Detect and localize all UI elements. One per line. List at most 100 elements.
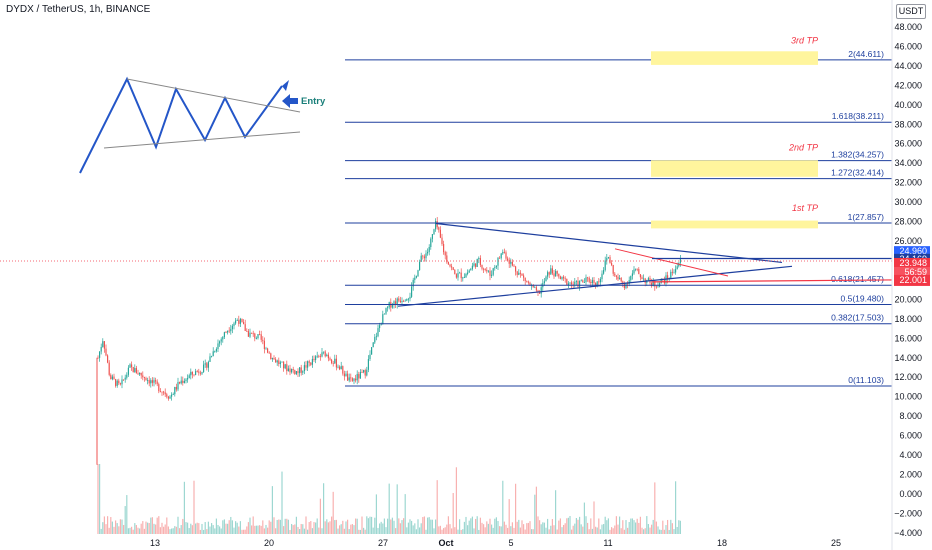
volume-bar (259, 525, 261, 534)
volume-bar (566, 518, 568, 534)
volume-bar (326, 519, 328, 534)
candle-body (484, 269, 486, 270)
volume-bar (164, 524, 166, 534)
candle-body (135, 368, 137, 374)
volume-bar (241, 529, 243, 534)
candle-body (119, 383, 121, 385)
volume-bar (323, 483, 325, 534)
volume-bar (479, 517, 481, 534)
candle-body (217, 343, 219, 350)
volume-bar (417, 519, 419, 534)
volume-bar (387, 518, 389, 534)
candle-body (639, 274, 641, 278)
volume-bar (644, 528, 646, 534)
volume-bar (262, 520, 264, 534)
volume-bar (343, 528, 345, 534)
candle-body (550, 268, 552, 275)
candle-body (651, 282, 653, 287)
y-tick-label: 6.000 (899, 431, 922, 441)
candle-body (134, 368, 136, 373)
candle-body (331, 359, 333, 364)
candle-body (164, 392, 166, 395)
volume-bar (116, 523, 118, 534)
candle-body (211, 356, 213, 357)
candle-body (100, 347, 102, 352)
volume-bar (627, 527, 629, 534)
volume-bar (204, 522, 206, 534)
candle-body (302, 371, 304, 373)
volume-bar (583, 502, 585, 534)
volume-bar (278, 519, 280, 534)
volume-bar (478, 529, 480, 534)
volume-bar (468, 520, 470, 534)
tp-box (651, 51, 818, 65)
volume-bar (519, 527, 521, 534)
volume-bar (510, 526, 512, 534)
small-downtrend-line (614, 248, 729, 277)
candle-body (131, 364, 133, 368)
candle-body (195, 371, 197, 376)
candle-body (395, 301, 397, 305)
candle-body (355, 378, 357, 381)
candle-body (476, 258, 478, 267)
volume-bar (316, 518, 318, 534)
candle-body (387, 307, 389, 309)
volume-bar (609, 529, 611, 534)
x-tick-label: 13 (150, 538, 160, 548)
volume-bar (355, 518, 357, 534)
volume-bar (179, 528, 181, 534)
volume-bar (251, 525, 253, 534)
candle-body (366, 369, 368, 376)
volume-bar (134, 523, 136, 534)
candle-body (203, 364, 205, 373)
volume-bar (574, 523, 576, 534)
candle-body (403, 301, 405, 302)
volume-bar (463, 521, 465, 534)
volume-bar (166, 517, 168, 534)
volume-bar (491, 524, 493, 534)
volume-bar (219, 526, 221, 534)
candle-body (417, 270, 419, 277)
volume-bar (364, 529, 366, 534)
candle-body (534, 287, 536, 289)
candle-body (502, 251, 504, 254)
candle-body (127, 367, 129, 375)
volume-bar (433, 528, 435, 534)
volume-bar (350, 524, 352, 534)
volume-bar (281, 471, 283, 534)
volume-bar (670, 519, 672, 534)
candle-body (316, 355, 318, 357)
candle-body (391, 305, 393, 308)
candle-body (348, 377, 350, 381)
volume-bar (108, 527, 110, 534)
volume-bar (531, 529, 533, 534)
tp-label: 3rd TP (791, 36, 818, 46)
candle-body (169, 396, 171, 399)
candle-body (487, 270, 489, 272)
volume-bar (487, 523, 489, 534)
volume-bar (257, 525, 259, 534)
candle-body (255, 338, 257, 339)
volume-bar (659, 529, 661, 534)
y-tick-label: 16.000 (894, 333, 922, 343)
volume-bar (377, 527, 379, 534)
candle-body (460, 272, 462, 279)
volume-bar (399, 523, 401, 534)
x-tick-label: Oct (438, 538, 453, 548)
candle-body (407, 298, 409, 300)
candle-body (167, 396, 169, 399)
volume-bar (196, 522, 198, 534)
candle-body (415, 276, 417, 278)
candle-body (553, 273, 555, 277)
price-tag (894, 274, 930, 286)
currency-button[interactable]: USDT (896, 4, 926, 19)
candle-body (532, 285, 534, 288)
volume-bar (545, 527, 547, 534)
candle-body (513, 265, 515, 267)
volume-bar (279, 519, 281, 534)
y-tick-label: 26.000 (894, 236, 922, 246)
candle-body (399, 300, 401, 303)
candle-body (535, 287, 537, 291)
